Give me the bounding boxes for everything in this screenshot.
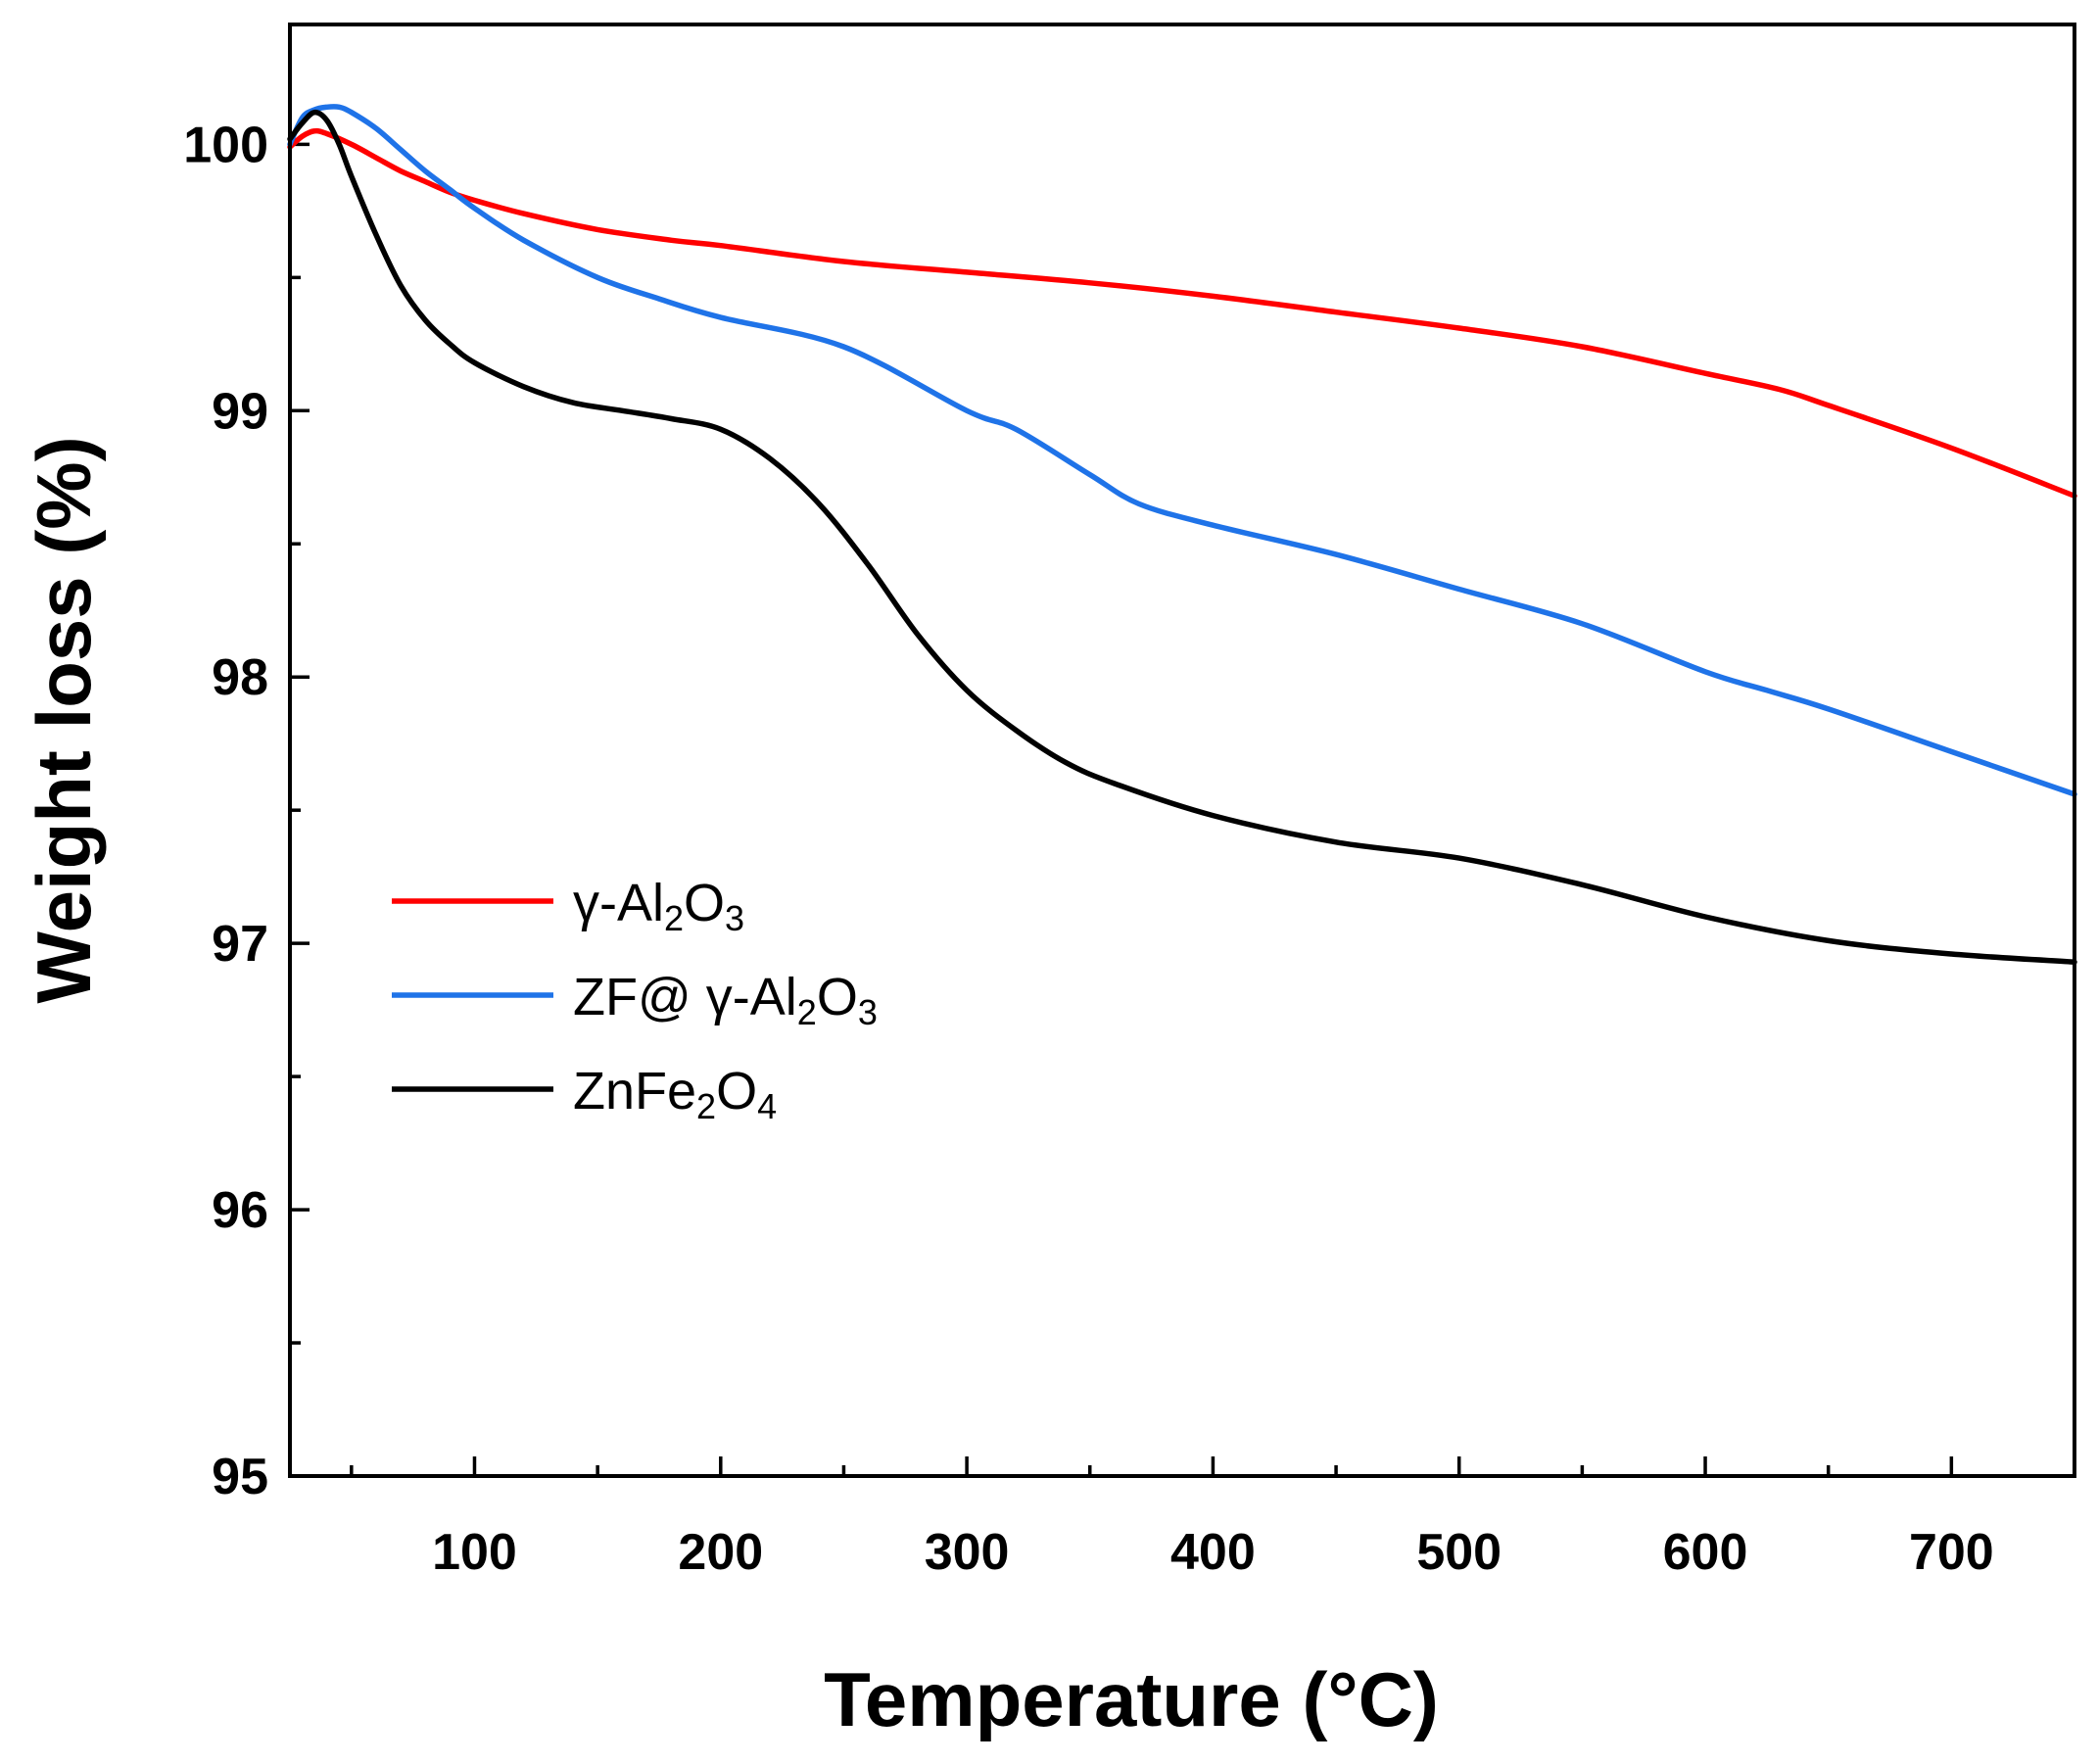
y-tick-label: 97 [212,916,268,973]
series-line-1 [287,104,2077,797]
plot-frame [288,23,2076,1478]
legend: γ-Al2O3 ZF@ γ-Al2O3 ZnFe2O4 [392,874,878,1126]
legend-label-zf-gamma-al2o3: ZF@ γ-Al2O3 [573,968,878,1032]
y-axis-title: Weight loss (%) [21,436,107,1003]
tick-labels: 100 200 300 400 500 600 700 95 96 97 98 99 100 [183,117,1993,1581]
x-tick-label: 400 [1170,1524,1256,1581]
x-axis-title: Temperature (°C) [824,1656,1439,1742]
legend-label-gamma-al2o3: γ-Al2O3 [573,874,744,938]
y-tick-label: 98 [212,649,268,706]
x-tick-label: 300 [925,1524,1010,1581]
y-tick-label: 96 [212,1182,268,1239]
series-lines [287,104,2077,965]
x-tick-label: 600 [1663,1524,1748,1581]
y-tick-label: 99 [212,383,268,440]
legend-label-znfe2o4: ZnFe2O4 [573,1062,777,1126]
x-tick-label: 500 [1416,1524,1502,1581]
x-tick-label: 200 [678,1524,763,1581]
series-line-2 [287,109,2077,965]
series-line-0 [287,127,2077,500]
x-tick-label: 700 [1909,1524,1994,1581]
y-tick-label: 95 [212,1449,268,1505]
y-tick-label: 100 [183,117,268,173]
x-tick-label: 100 [432,1524,517,1581]
